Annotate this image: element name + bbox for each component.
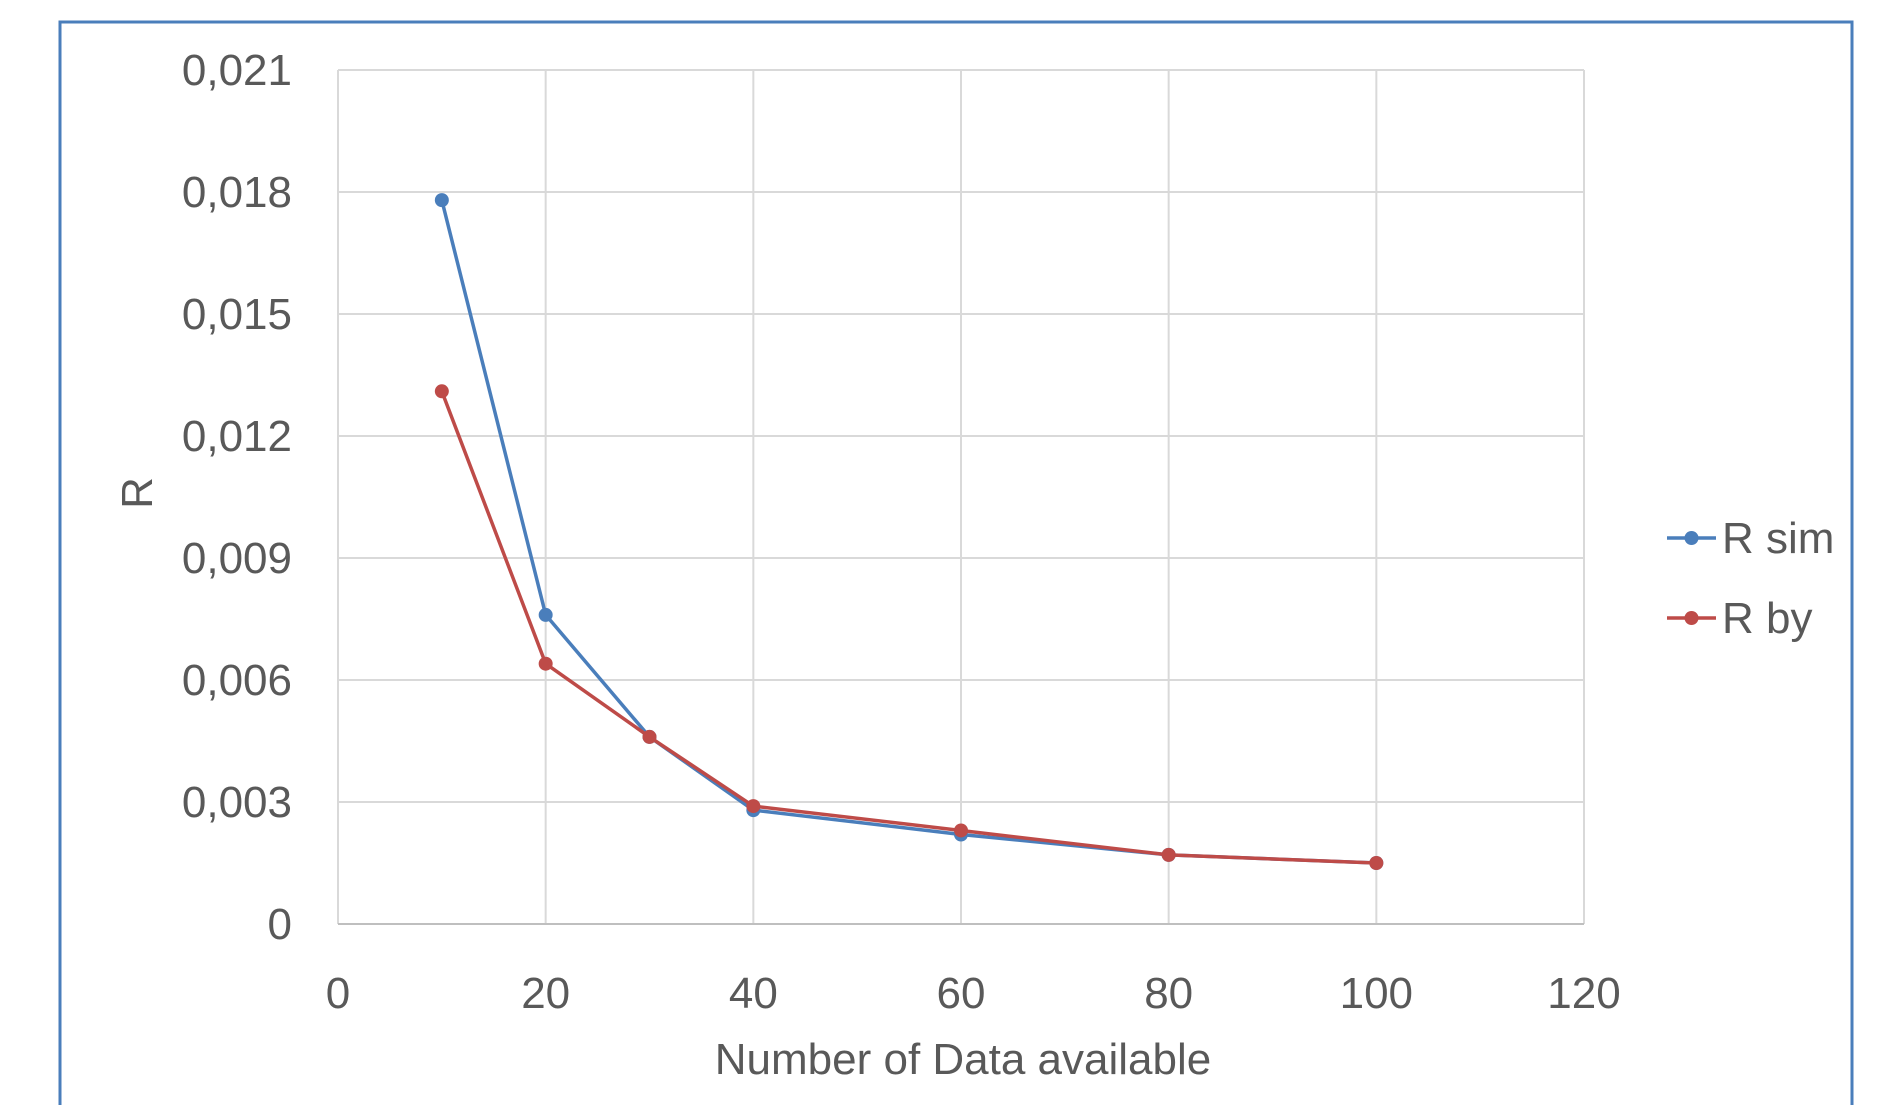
y-tick-label: 0,003 (182, 778, 292, 827)
legend-marker (1684, 531, 1699, 545)
y-tick-label: 0,006 (182, 656, 292, 705)
legend-label: R sim (1722, 514, 1834, 563)
grid-lines (337, 69, 1585, 924)
y-tick-label: 0,012 (182, 412, 292, 461)
data-point (538, 607, 553, 622)
data-point (1369, 856, 1384, 870)
x-axis-title: Number of Data available (715, 1035, 1211, 1084)
series-group (434, 193, 1384, 870)
x-tick-label: 60 (937, 969, 986, 1018)
y-tick-label: 0 (268, 900, 292, 949)
x-tick-label: 20 (521, 969, 570, 1018)
legend-marker (1684, 611, 1699, 625)
y-tick-label: 0,009 (182, 534, 292, 583)
data-point (954, 823, 968, 838)
legend-item: R by (1667, 594, 1812, 643)
series-1 (434, 384, 1384, 870)
y-tick-label: 0,015 (182, 290, 292, 339)
data-point (642, 729, 657, 744)
y-tick-label: 0,018 (182, 168, 292, 217)
legend-item: R sim (1667, 514, 1834, 563)
x-tick-label: 80 (1144, 969, 1193, 1018)
data-point (538, 656, 553, 671)
data-point (434, 384, 449, 399)
data-point (1161, 847, 1176, 862)
y-axis-title: R (113, 477, 162, 509)
x-tick-label: 120 (1547, 969, 1620, 1018)
data-point (434, 193, 449, 208)
data-point (746, 799, 761, 814)
tick-labels: 0 0,003 0,006 0,009 0,012 0,015 0,018 0,021 0 20 4… (182, 46, 1621, 1018)
y-tick-label: 0,021 (182, 46, 292, 95)
x-tick-label: 0 (326, 969, 350, 1018)
legend: R sim R by (1667, 514, 1834, 643)
x-tick-label: 100 (1340, 969, 1413, 1018)
legend-label: R by (1722, 594, 1812, 643)
x-tick-label: 40 (729, 969, 778, 1018)
